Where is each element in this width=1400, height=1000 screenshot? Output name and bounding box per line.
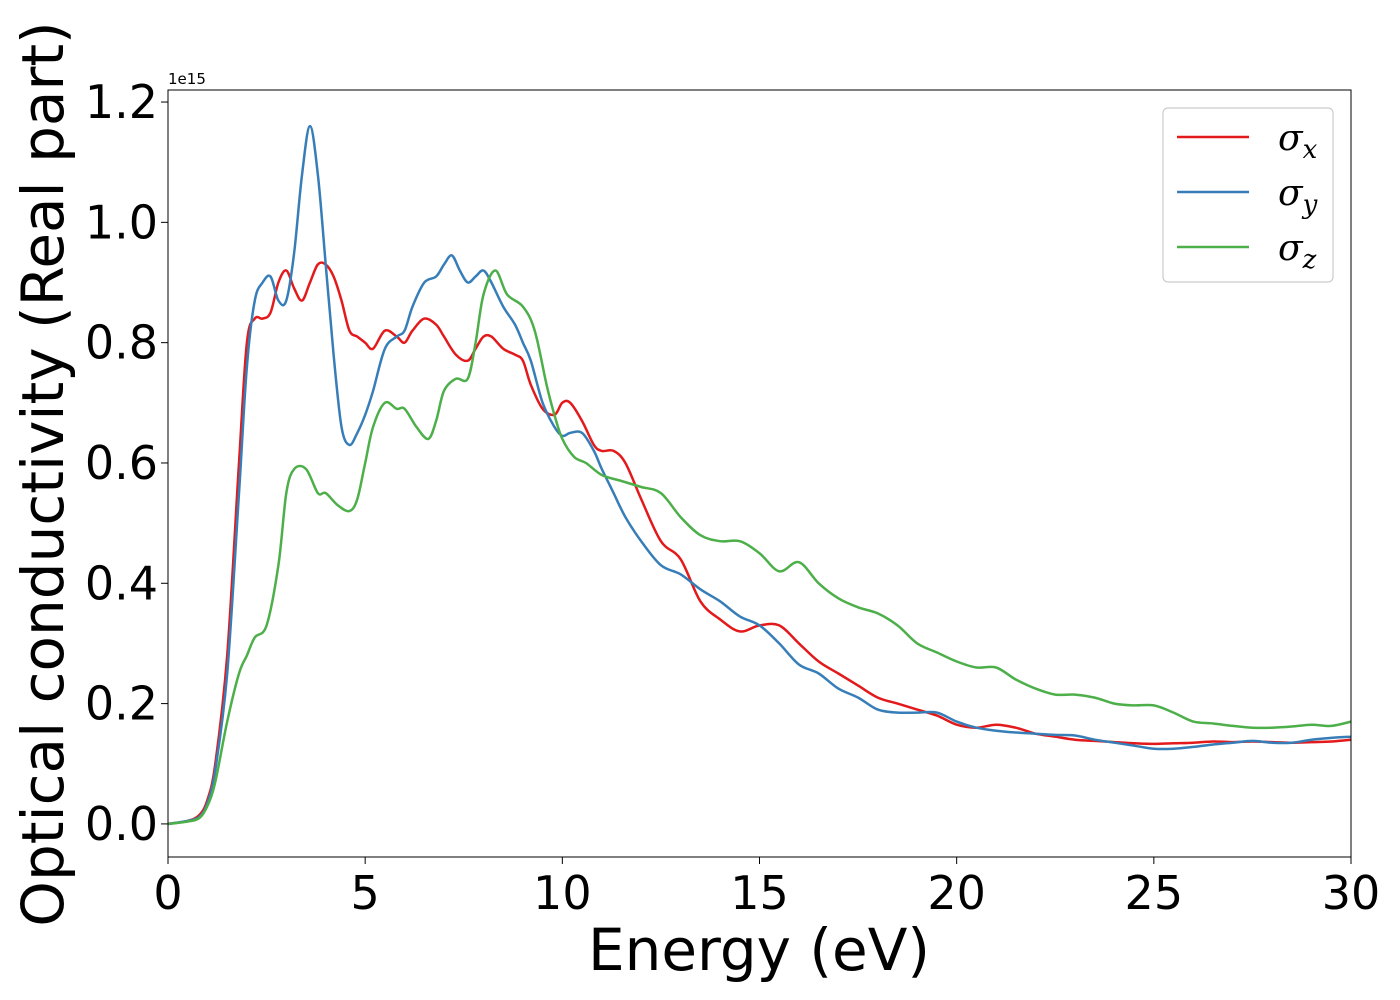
y-tick-label: 0.6 [85,436,158,490]
legend-label-sigma-y: σy [1278,173,1318,220]
x-tick-label: 20 [927,866,986,920]
y-axis-title: Optical conductivity (Real part) [9,21,77,926]
plot-lines [167,124,1352,826]
x-tick-label: 10 [533,866,592,920]
series-line-sigma-y [167,124,1352,826]
legend-label-sigma-z: σz [1278,228,1317,275]
y-offset-label: 1e15 [168,70,206,88]
x-tick-label: 30 [1322,866,1381,920]
x-axis-ticks: 0 5 10 15 20 25 30 [153,857,1380,920]
series-line-sigma-z [167,269,1352,826]
x-tick-label: 15 [730,866,789,920]
legend-entries: σx σy σz [1177,118,1318,275]
y-tick-label: 1.2 [85,75,158,129]
y-tick-label: 0.4 [85,556,158,610]
legend-box [1162,107,1334,283]
y-tick-label: 1.0 [85,195,158,249]
x-tick-label: 0 [153,866,182,920]
y-axis-ticks: 0.0 0.2 0.4 0.6 0.8 1.0 1.2 [85,75,168,851]
y-tick-label: 0.0 [85,797,158,851]
series-line-sigma-x [167,261,1352,826]
x-tick-label: 5 [351,866,380,920]
x-axis-title: Energy (eV) [588,916,930,984]
y-tick-label: 0.2 [85,677,158,731]
y-tick-label: 0.8 [85,316,158,370]
legend: σx σy σz [1162,107,1334,283]
x-tick-label: 25 [1125,866,1184,920]
legend-label-sigma-x: σx [1278,118,1318,165]
